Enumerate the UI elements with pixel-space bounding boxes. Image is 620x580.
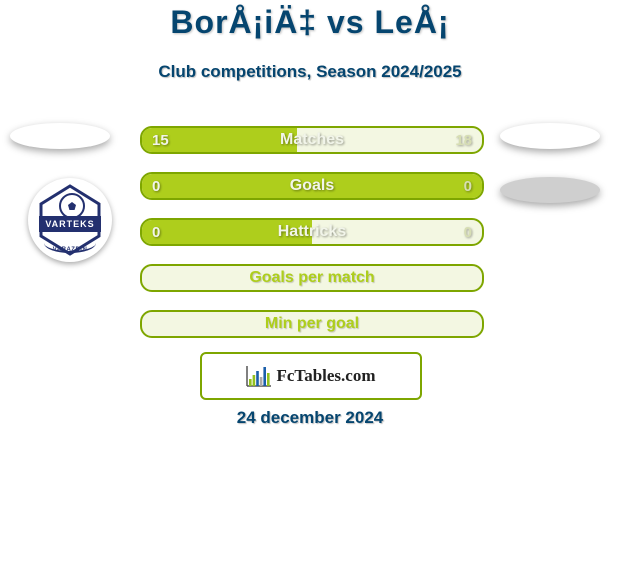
stat-bar-goals-per-match: Goals per match bbox=[140, 264, 484, 292]
player-right-slot bbox=[500, 123, 600, 149]
page-title: BorÅ¡iÄ‡ vs LeÅ¡ bbox=[0, 4, 620, 41]
update-date: 24 december 2024 bbox=[0, 408, 620, 428]
fctables-text: FcTables.com bbox=[276, 366, 375, 386]
stat-label: Goals per match bbox=[142, 266, 482, 290]
stat-bar-goals: 00Goals bbox=[140, 172, 484, 200]
stat-label: Hattricks bbox=[142, 220, 482, 244]
stat-label: Matches bbox=[142, 128, 482, 152]
comparison-widget: BorÅ¡iÄ‡ vs LeÅ¡ Club competitions, Seas… bbox=[0, 0, 620, 580]
logo-band-text: VARTEKS bbox=[45, 220, 94, 229]
club-logo-left: VARTEKS VARAZDIN bbox=[28, 178, 112, 262]
stat-bar-min-per-goal: Min per goal bbox=[140, 310, 484, 338]
subtitle: Club competitions, Season 2024/2025 bbox=[0, 62, 620, 82]
stat-label: Goals bbox=[142, 174, 482, 198]
stat-label: Min per goal bbox=[142, 312, 482, 336]
player-right-shadow bbox=[500, 177, 600, 203]
stat-bar-hattricks: 00Hattricks bbox=[140, 218, 484, 246]
bar-chart-icon bbox=[246, 365, 272, 387]
fctables-link[interactable]: FcTables.com bbox=[200, 352, 422, 400]
stat-bar-matches: 1518Matches bbox=[140, 126, 484, 154]
player-left-slot bbox=[10, 123, 110, 149]
